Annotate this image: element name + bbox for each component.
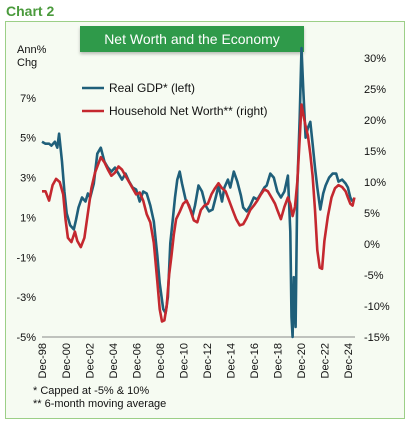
legend-label-real-gdp: Real GDP* (left): [109, 81, 195, 95]
left-axis-tick-label: 7%: [20, 93, 36, 105]
right-axis-tick-label: 10%: [364, 177, 386, 189]
right-axis-tick-label: -10%: [364, 301, 390, 313]
x-axis-tick-label: Dec-10: [178, 343, 190, 378]
x-axis-tick-label: Dec-22: [320, 343, 332, 378]
x-axis-tick-label: Dec-20: [296, 343, 308, 378]
x-axis-tick-label: Dec-24: [343, 343, 355, 378]
x-axis-tick-label: Dec-98: [37, 343, 49, 378]
x-axis-tick-label: Dec-14: [226, 343, 238, 378]
x-axis-tick-label: Dec-00: [61, 343, 73, 378]
right-axis-tick-label: 25%: [364, 84, 386, 96]
right-axis-tick-label: 15%: [364, 146, 386, 158]
x-axis-tick-label: Dec-02: [84, 343, 96, 378]
left-axis-tick-label: -3%: [16, 292, 36, 304]
chart-number-label: Chart 2: [6, 3, 55, 19]
footnote-gdp-cap: * Capped at -5% & 10%: [33, 385, 150, 397]
right-axis-tick-label: 30%: [364, 53, 386, 65]
right-axis-tick-label: -15%: [364, 332, 390, 344]
left-axis-tick-label: 1%: [20, 212, 36, 224]
x-axis-tick-label: Dec-12: [202, 343, 214, 378]
left-axis-tick-label: -1%: [16, 252, 36, 264]
footnote-moving-average: ** 6-month moving average: [33, 398, 167, 410]
x-axis-tick-label: Dec-04: [108, 343, 120, 378]
chart-card: [5, 21, 405, 419]
legend-label-household-net-worth: Household Net Worth** (right): [109, 104, 268, 118]
left-axis-tick-label: 5%: [20, 133, 36, 145]
series-line-real-gdp: [41, 46, 354, 339]
series-line-household-net-worth: [42, 103, 356, 323]
left-axis-unit-label: Ann% Chg: [17, 44, 47, 69]
x-axis-tick-label: Dec-06: [131, 343, 143, 378]
left-axis-tick-label: -5%: [16, 332, 36, 344]
footnotes: * Capped at -5% & 10% ** 6-month moving …: [33, 385, 166, 411]
x-axis-tick-label: Dec-08: [155, 343, 167, 378]
right-axis-tick-label: 0%: [364, 239, 380, 251]
right-axis-tick-label: 20%: [364, 115, 386, 127]
x-axis-tick-label: Dec-18: [273, 343, 285, 378]
x-axis-tick-label: Dec-16: [249, 343, 261, 378]
left-axis-tick-label: 3%: [20, 173, 36, 185]
right-axis-tick-label: -5%: [364, 270, 384, 282]
chart-title: Net Worth and the Economy: [80, 26, 304, 52]
right-axis-tick-label: 5%: [364, 208, 380, 220]
